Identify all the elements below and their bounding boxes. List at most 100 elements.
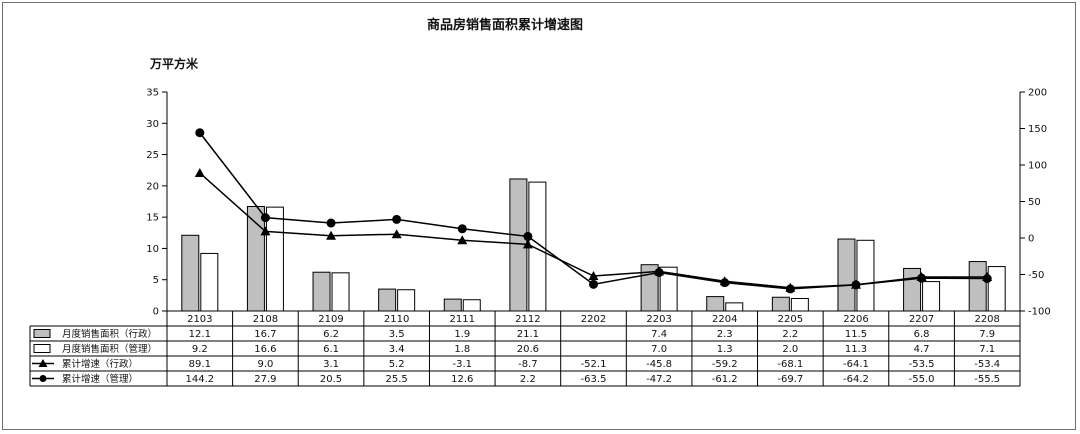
table-value: 7.0 — [651, 344, 667, 355]
bar-admin — [509, 178, 528, 312]
point-cumulative-management — [720, 278, 730, 288]
table-value: -52.1 — [581, 359, 607, 370]
point-cumulative-management — [982, 274, 992, 284]
table-value: 1.3 — [717, 344, 733, 355]
bar-admin — [443, 298, 462, 312]
y-tick-label-right: -100 — [1028, 307, 1051, 318]
table-value: 20.5 — [320, 374, 342, 385]
point-cumulative-management — [851, 280, 861, 290]
bar-management — [922, 281, 941, 312]
table-value: 3.1 — [323, 359, 339, 370]
table-value: -59.2 — [712, 359, 738, 370]
y-tick-label-left: 20 — [146, 181, 159, 192]
chart-title: 商品房销售面积累计增速图 — [427, 17, 583, 33]
table-value: 6.1 — [323, 344, 339, 355]
legend-label: 月度销售面积（行政） — [62, 328, 157, 340]
legend-key-bar-management — [33, 344, 51, 353]
table-value: -53.5 — [909, 359, 935, 370]
x-tick-label: 2203 — [646, 314, 671, 325]
point-cumulative-management — [654, 267, 664, 277]
table-value: -47.2 — [646, 374, 672, 385]
table-value: -8.7 — [518, 359, 538, 370]
x-tick-label: 2108 — [253, 314, 278, 325]
bar-management — [725, 302, 744, 312]
table-value: 1.9 — [454, 329, 470, 340]
table-value: 7.4 — [651, 329, 667, 340]
table-value: 2.0 — [782, 344, 798, 355]
point-cumulative-management — [523, 231, 533, 241]
y-axis-label: 万平方米 — [149, 56, 199, 71]
y-tick-label-right: 50 — [1028, 197, 1041, 208]
x-tick-label: 2202 — [581, 314, 606, 325]
point-cumulative-management — [392, 214, 402, 224]
y-tick-label-left: 5 — [153, 275, 159, 286]
point-cumulative-management — [195, 128, 205, 138]
table-value: 6.8 — [914, 329, 930, 340]
bar-management — [856, 239, 875, 312]
bar-admin — [837, 238, 856, 312]
table-value: 3.5 — [389, 329, 405, 340]
y-tick-label-left: 0 — [153, 307, 159, 318]
table-value: 2.2 — [520, 374, 536, 385]
bar-admin — [706, 296, 725, 312]
table-value: 21.1 — [517, 329, 539, 340]
bar-management — [790, 297, 809, 312]
table-value: 5.2 — [389, 359, 405, 370]
table-value: 6.2 — [323, 329, 339, 340]
table-value: 7.1 — [979, 344, 995, 355]
bar-management — [331, 272, 350, 312]
point-cumulative-admin — [522, 239, 533, 249]
point-cumulative-management — [260, 213, 270, 223]
bar-admin — [378, 288, 397, 312]
x-tick-label: 2111 — [450, 314, 475, 325]
table-value: 2.3 — [717, 329, 733, 340]
point-cumulative-management — [589, 279, 598, 289]
bar-management — [987, 266, 1006, 312]
y-tick-label-right: -50 — [1028, 270, 1044, 281]
bar-admin — [181, 234, 200, 312]
lines — [194, 128, 993, 294]
table-value: -53.4 — [974, 359, 1000, 370]
legend-key-circle — [39, 375, 47, 382]
point-cumulative-admin — [194, 167, 205, 177]
y-tick-label-right: 0 — [1028, 234, 1034, 245]
axes: 0 5 10 15 20 25 30 35 -100 -50 0 50 100 150 200 — [146, 88, 1050, 318]
table-value: 16.6 — [254, 344, 276, 355]
table-value: 2.2 — [782, 329, 798, 340]
table-value: -69.7 — [777, 374, 803, 385]
table-value: 12.6 — [451, 374, 473, 385]
x-tick-label: 2110 — [384, 314, 409, 325]
point-cumulative-management — [785, 284, 795, 294]
x-tick-label: 2207 — [909, 314, 934, 325]
table-value: 9.0 — [257, 359, 273, 370]
point-cumulative-admin — [588, 271, 599, 281]
bar-management — [265, 206, 284, 312]
table-value: -3.1 — [453, 359, 473, 370]
point-cumulative-admin — [260, 226, 271, 236]
table-value: 20.6 — [517, 344, 539, 355]
point-cumulative-management — [917, 273, 927, 283]
table-value: 25.5 — [386, 374, 408, 385]
data-table: 2103 2108 2109 2110 2111 2112 2202 2203 2204 2205… — [29, 310, 1021, 387]
point-cumulative-admin — [326, 230, 337, 240]
table-value: -68.1 — [777, 359, 803, 370]
x-tick-label: 2204 — [712, 314, 737, 325]
y-tick-label-left: 10 — [146, 244, 159, 255]
legend-label: 累计增速（管理） — [62, 373, 138, 385]
table-value: 9.2 — [192, 344, 208, 355]
bar-admin — [968, 261, 987, 312]
table-value: 11.5 — [845, 329, 867, 340]
table-value: -45.8 — [646, 359, 672, 370]
y-tick-label-left: 25 — [146, 150, 159, 161]
x-tick-label: 2109 — [318, 314, 343, 325]
point-cumulative-management — [326, 218, 336, 228]
bar-admin — [903, 267, 922, 312]
x-tick-label: 2112 — [515, 314, 540, 325]
y-tick-label-right: 100 — [1028, 161, 1047, 172]
table-value: -64.1 — [843, 359, 869, 370]
bar-management — [200, 252, 219, 312]
bar-management — [462, 299, 481, 312]
y-tick-label-right: 200 — [1028, 88, 1047, 99]
